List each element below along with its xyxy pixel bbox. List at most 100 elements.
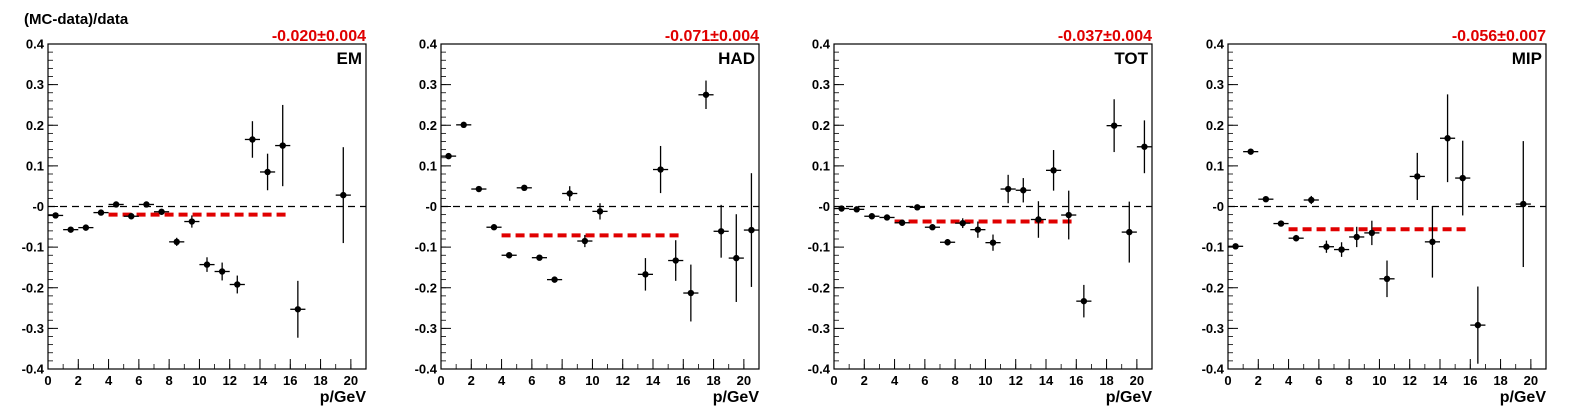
marker (521, 184, 528, 192)
marker (1520, 200, 1527, 208)
y-tick-label: -0.2 (415, 280, 437, 295)
marker (460, 121, 467, 129)
y-tick-label: -0.3 (1202, 321, 1224, 336)
data-point (1379, 260, 1395, 298)
marker (1353, 233, 1360, 241)
x-tick-label: 2 (75, 373, 82, 388)
data-point (1046, 150, 1062, 191)
data-point (1076, 284, 1092, 318)
x-tick-label: 6 (1315, 373, 1322, 388)
x-tick-label: 10 (192, 373, 206, 388)
marker (52, 212, 59, 219)
marker (1232, 243, 1239, 250)
marker (838, 205, 845, 212)
data-point (728, 214, 744, 302)
data-point (1258, 195, 1274, 203)
y-tick-label: 0.3 (419, 77, 437, 92)
data-point (48, 212, 64, 219)
data-point (1334, 242, 1350, 257)
marker (974, 226, 982, 233)
y-tick-label: -0.2 (22, 280, 44, 295)
data-point (1318, 240, 1334, 253)
marker (868, 213, 876, 220)
marker (1247, 148, 1254, 155)
data-point (1106, 99, 1122, 153)
data-point (471, 185, 487, 193)
x-tick-label: 4 (105, 373, 113, 388)
y-tick-label: 0.1 (812, 158, 830, 173)
data-point (653, 145, 669, 194)
marker (1035, 216, 1042, 223)
x-tick-label: 14 (1433, 373, 1448, 388)
y-tick-label: 0.4 (26, 37, 45, 52)
data-point (1243, 148, 1259, 155)
data-point (260, 153, 276, 191)
marker (944, 239, 951, 246)
y-tick-label: 0.4 (1206, 37, 1225, 52)
fit-result-label: -0.020±0.004 (272, 28, 366, 45)
marker (279, 142, 286, 149)
data-point (1515, 141, 1531, 268)
x-tick-label: 2 (468, 373, 475, 388)
x-tick-label: 12 (222, 373, 236, 388)
x-tick-label: 4 (891, 373, 899, 388)
x-tick-label: 2 (1255, 373, 1262, 388)
marker (959, 219, 966, 227)
data-point (1424, 206, 1440, 278)
marker (657, 166, 664, 173)
x-tick-label: 14 (253, 373, 268, 388)
y-tick-label: -0 (818, 199, 830, 214)
data-point (290, 280, 306, 338)
data-point (486, 224, 502, 231)
marker (128, 213, 135, 220)
data-point (1364, 220, 1380, 246)
marker (1141, 143, 1148, 150)
data-point (169, 237, 185, 246)
data-point (154, 208, 170, 215)
x-tick-label: 18 (313, 373, 327, 388)
x-tick-label: 10 (585, 373, 599, 388)
x-tick-label: 8 (952, 373, 959, 388)
y-tick-label: 0.3 (1206, 77, 1224, 92)
marker (1126, 228, 1133, 236)
marker (82, 224, 90, 231)
y-tick-label: -0.4 (808, 362, 831, 377)
marker (1277, 220, 1285, 227)
data-point (1303, 195, 1319, 205)
x-tick-label: 4 (498, 373, 506, 388)
data-point (1136, 120, 1152, 174)
x-tick-label: 14 (646, 373, 661, 388)
y-tick-label: -0.1 (1202, 240, 1224, 255)
y-tick-label: 0.2 (1206, 118, 1224, 133)
x-tick-label: 20 (344, 373, 358, 388)
x-tick-label: 18 (1493, 373, 1507, 388)
x-tick-label: 12 (615, 373, 629, 388)
marker (853, 206, 860, 213)
x-axis-title: p/GeV (1106, 389, 1153, 406)
x-tick-label: 12 (1008, 373, 1022, 388)
x-tick-label: 0 (44, 373, 51, 388)
data-point (63, 226, 79, 233)
data-point (1030, 201, 1046, 238)
x-tick-label: 4 (1285, 373, 1293, 388)
data-point (849, 206, 865, 213)
y-tick-label: -0.2 (808, 280, 830, 295)
data-point (940, 239, 956, 246)
data-point (864, 213, 880, 220)
marker (294, 306, 302, 313)
y-tick-label: -0.4 (415, 362, 438, 377)
marker (717, 228, 725, 235)
x-tick-label: 0 (1224, 373, 1231, 388)
x-tick-label: 16 (283, 373, 297, 388)
marker (445, 152, 452, 160)
marker (475, 185, 483, 193)
y-tick-label: -0 (32, 199, 44, 214)
data-point (1121, 201, 1137, 263)
data-point (1000, 174, 1016, 204)
data-point (199, 257, 215, 272)
x-axis-title: p/GeV (320, 389, 367, 406)
marker (748, 226, 755, 234)
y-tick-label: -0.1 (808, 240, 830, 255)
data-point (1409, 152, 1425, 200)
data-point (562, 186, 578, 201)
